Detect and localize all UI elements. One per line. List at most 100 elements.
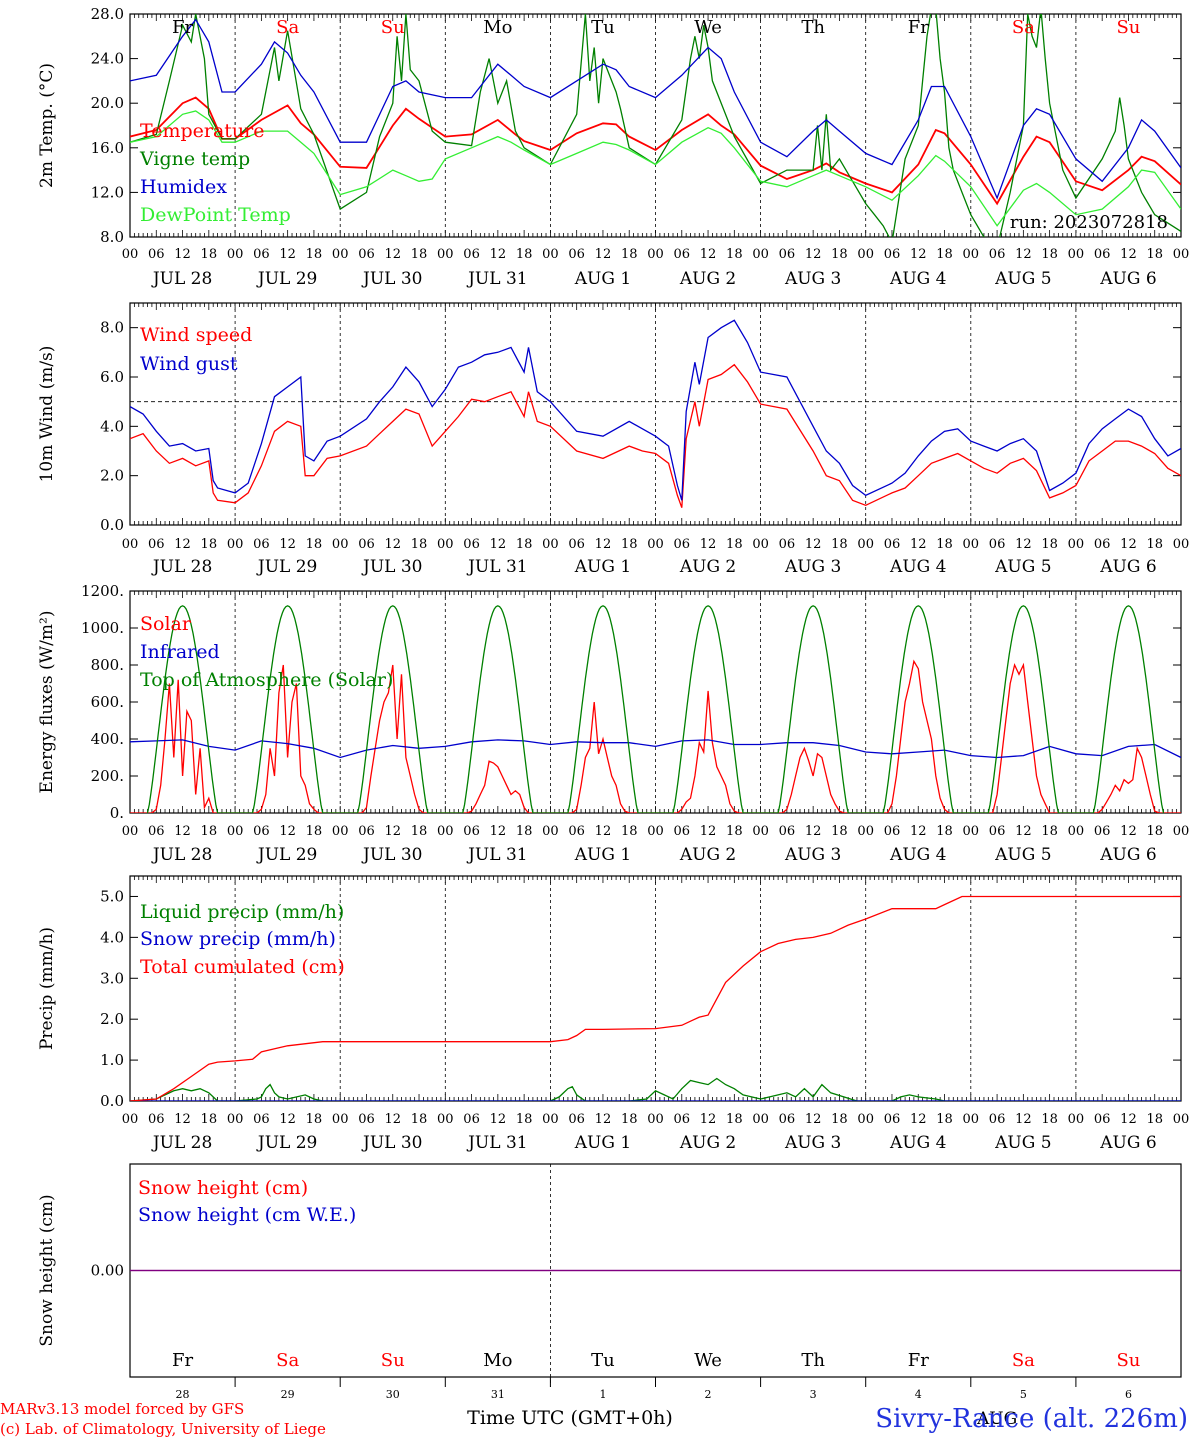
date-label: AUG 6 [1099, 845, 1156, 865]
x-hour-label: 06 [884, 824, 901, 839]
x-hour-label: 12 [490, 247, 507, 262]
date-label: JUL 31 [466, 845, 527, 865]
date-label: JUL 29 [256, 557, 317, 577]
x-hour-label: 12 [490, 1112, 507, 1127]
x-hour-label: 18 [201, 824, 218, 839]
x-hour-label: 00 [122, 537, 139, 552]
x-hour-label: 18 [516, 1112, 533, 1127]
y-tick-label: 4.0 [100, 417, 124, 435]
date-label: AUG 5 [994, 845, 1051, 865]
x-hour-label: 18 [831, 1112, 848, 1127]
x-hour-label: 06 [884, 537, 901, 552]
x-hour-label: 12 [279, 1112, 296, 1127]
y-tick-label: 12.0 [91, 183, 124, 201]
x-hour-label: 06 [884, 247, 901, 262]
x-hour-label: 06 [253, 1112, 270, 1127]
x-hour-label: 06 [568, 537, 585, 552]
legend-entry: Snow precip (mm/h) [140, 928, 336, 950]
date-label: JUL 31 [466, 557, 527, 577]
x-hour-label: 06 [148, 824, 165, 839]
series-line [130, 110, 1181, 227]
x-hour-label: 06 [358, 247, 375, 262]
x-hour-label: 00 [542, 537, 559, 552]
day-label: Sa [276, 1350, 299, 1371]
series-line [130, 739, 1181, 759]
date-label: JUL 30 [361, 1133, 422, 1153]
day-label: Tu [591, 1350, 615, 1371]
x-hour-label: 12 [1015, 824, 1032, 839]
y-tick-label: 20.0 [91, 94, 124, 112]
x-hour-label: 12 [279, 537, 296, 552]
x-hour-label: 12 [595, 247, 612, 262]
x-hour-label: 06 [253, 537, 270, 552]
series-line [130, 659, 1181, 813]
bottom-date-label: 29 [281, 1388, 295, 1401]
x-hour-label: 00 [752, 247, 769, 262]
x-hour-label: 00 [647, 247, 664, 262]
x-hour-label: 12 [1120, 824, 1137, 839]
x-hour-label: 06 [253, 247, 270, 262]
x-hour-label: 18 [201, 247, 218, 262]
date-label: AUG 1 [574, 269, 631, 289]
day-label: Fr [908, 17, 929, 38]
x-hour-label: 18 [411, 1112, 428, 1127]
x-hour-label: 00 [647, 537, 664, 552]
x-hour-label: 18 [1146, 247, 1163, 262]
x-hour-label: 18 [411, 824, 428, 839]
legend-entry: Liquid precip (mm/h) [140, 901, 344, 923]
x-hour-label: 00 [542, 824, 559, 839]
x-hour-label: 12 [805, 247, 822, 262]
date-label: AUG 4 [889, 269, 946, 289]
x-hour-label: 12 [384, 537, 401, 552]
x-hour-label: 00 [437, 247, 454, 262]
legend-entry: Wind gust [140, 353, 238, 375]
x-hour-label: 06 [674, 537, 691, 552]
x-hour-label: 06 [148, 247, 165, 262]
date-label: JUL 30 [361, 557, 422, 577]
x-hour-label: 06 [989, 247, 1006, 262]
x-hour-label: 06 [253, 824, 270, 839]
x-hour-label: 00 [647, 1112, 664, 1127]
y-tick-label: 1.0 [100, 1051, 124, 1069]
station-name: Sivry-Rance (alt. 226m) [875, 1404, 1188, 1434]
x-hour-label: 18 [621, 537, 638, 552]
x-hour-label: 06 [1094, 247, 1111, 262]
date-label: JUL 30 [361, 269, 422, 289]
x-hour-label: 18 [411, 537, 428, 552]
x-hour-label: 18 [306, 247, 323, 262]
x-hour-label: 18 [726, 824, 743, 839]
x-hour-label: 18 [1146, 824, 1163, 839]
x-hour-label: 18 [1041, 247, 1058, 262]
x-hour-label: 00 [437, 1112, 454, 1127]
x-hour-label: 12 [700, 1112, 717, 1127]
date-label: AUG 4 [889, 1133, 946, 1153]
x-hour-label: 06 [674, 1112, 691, 1127]
x-hour-label: 18 [306, 1112, 323, 1127]
x-hour-label: 12 [595, 824, 612, 839]
day-label: Su [381, 17, 405, 38]
date-label: AUG 5 [994, 557, 1051, 577]
x-hour-label: 06 [568, 247, 585, 262]
date-label: AUG 3 [784, 269, 841, 289]
day-label: We [694, 17, 722, 38]
date-label: AUG 1 [574, 845, 631, 865]
y-axis-label: Precip (mm/h) [37, 927, 57, 1050]
x-hour-label: 12 [174, 247, 191, 262]
date-label: AUG 1 [574, 557, 631, 577]
x-hour-label: 00 [332, 537, 349, 552]
date-label: JUL 28 [151, 557, 212, 577]
x-hour-label: 00 [963, 247, 980, 262]
x-hour-label: 06 [358, 824, 375, 839]
x-hour-label: 00 [1068, 537, 1085, 552]
day-label: Tu [591, 17, 615, 38]
x-hour-label: 06 [884, 1112, 901, 1127]
x-hour-label: 18 [306, 824, 323, 839]
legend-entry: Vigne temp [139, 148, 250, 170]
x-hour-label: 12 [1015, 537, 1032, 552]
date-label: AUG 1 [574, 1133, 631, 1153]
x-hour-label: 06 [568, 824, 585, 839]
day-label: Su [1116, 17, 1140, 38]
date-label: JUL 30 [361, 845, 422, 865]
x-hour-label: 18 [1146, 1112, 1163, 1127]
bottom-date-label: 2 [705, 1388, 712, 1401]
